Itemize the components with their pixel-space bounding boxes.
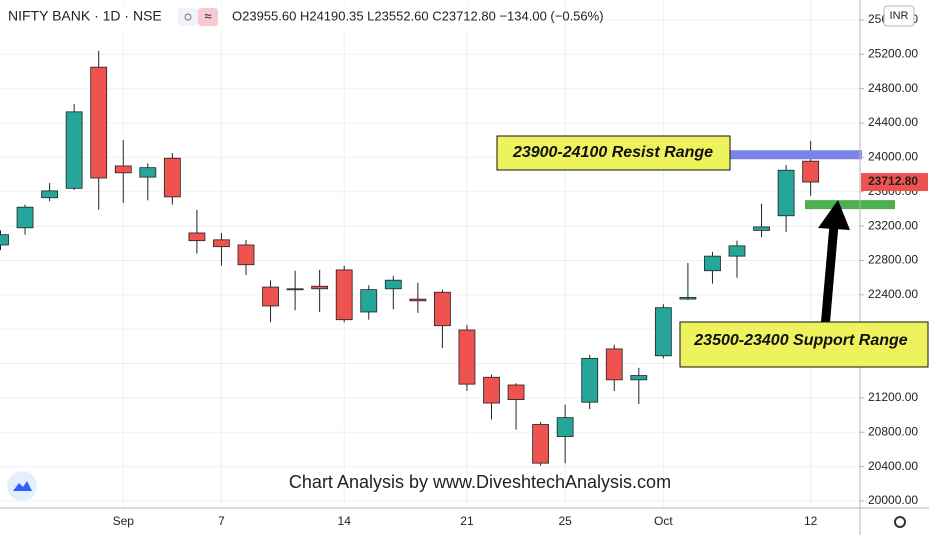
candle-body — [679, 296, 697, 300]
x-tick-label: 25 — [558, 514, 572, 528]
candle-body — [556, 417, 574, 437]
candle-body — [188, 232, 206, 242]
last-price-label: 23712.80 — [868, 174, 918, 188]
y-tick-label: 21200.00 — [868, 390, 918, 404]
candle-body — [65, 111, 83, 189]
symbol: NIFTY BANK · 1D · NSE — [8, 8, 162, 24]
candle-body — [483, 376, 500, 404]
y-tick-label: 24800.00 — [868, 81, 918, 95]
candle-body — [16, 206, 34, 229]
ohlc: O23955.60 H24190.35 L23552.60 C23712.80 … — [232, 8, 604, 23]
candle-body — [704, 255, 721, 272]
resist-label: 23900-24100 Resist Range — [512, 144, 713, 161]
candle-body — [630, 375, 648, 381]
candle-body — [384, 279, 402, 290]
y-tick-label: 22400.00 — [868, 287, 918, 301]
y-tick-label: 20400.00 — [868, 459, 918, 473]
settings-icon[interactable] — [894, 516, 906, 528]
candle-body — [802, 160, 820, 183]
candle-body — [335, 269, 353, 321]
candle-body — [311, 285, 329, 290]
resist-box — [496, 135, 731, 171]
support-box — [679, 321, 929, 368]
candle-body — [532, 424, 549, 464]
x-tick-label: 21 — [460, 514, 474, 528]
candle-body — [0, 234, 9, 246]
candle-body — [605, 348, 623, 381]
candle-body — [728, 245, 746, 257]
eye-icon[interactable] — [178, 8, 198, 26]
compare-glyph: ≈ — [204, 8, 211, 23]
candle-body — [360, 289, 378, 313]
header-bg — [0, 4, 560, 30]
y-tick-label: 20800.00 — [868, 424, 918, 438]
candle-body — [262, 286, 279, 307]
candle-body — [213, 239, 230, 248]
candle-body — [163, 157, 181, 198]
x-tick-label: Sep — [113, 514, 135, 528]
watermark: Chart Analysis by www.DiveshtechAnalysis… — [289, 472, 671, 492]
compare-icon[interactable] — [198, 8, 218, 26]
candle-body — [237, 244, 255, 266]
support-label: 23500-23400 Support Range — [693, 332, 908, 349]
y-tick-label: 22800.00 — [868, 253, 918, 267]
candle-body — [139, 167, 157, 178]
candle-body — [41, 190, 58, 199]
candle-body — [507, 384, 525, 400]
grid — [0, 0, 860, 508]
currency-box[interactable] — [883, 5, 915, 27]
candle-body — [286, 288, 304, 291]
currency: INR — [890, 10, 909, 22]
plot — [0, 50, 895, 466]
eye-icon-glyph — [184, 13, 192, 21]
y-tick-label: 23200.00 — [868, 218, 918, 232]
arrow-head — [818, 200, 850, 230]
x-tick-label: 12 — [804, 514, 818, 528]
candle-body — [90, 66, 108, 179]
last-price-tag — [861, 173, 928, 192]
y-tick-label: 25200.00 — [868, 46, 918, 60]
candle-body — [777, 169, 795, 217]
candle-body — [654, 307, 672, 357]
candle-body — [581, 357, 599, 403]
axis: 20000.0020400.0020800.0021200.0021600.00… — [113, 12, 928, 528]
candle-body — [409, 298, 427, 302]
candle-body — [458, 329, 476, 385]
candle-body — [433, 291, 451, 327]
candle-body — [114, 165, 132, 174]
candle-body — [753, 226, 770, 231]
logo-glyph — [13, 481, 32, 491]
x-tick-label: 14 — [338, 514, 352, 528]
y-tick-label: 24000.00 — [868, 150, 918, 164]
y-tick-label: 24400.00 — [868, 115, 918, 129]
x-tick-label: Oct — [654, 514, 673, 528]
y-tick-label: 20000.00 — [868, 493, 918, 507]
x-tick-label: 7 — [218, 514, 225, 528]
